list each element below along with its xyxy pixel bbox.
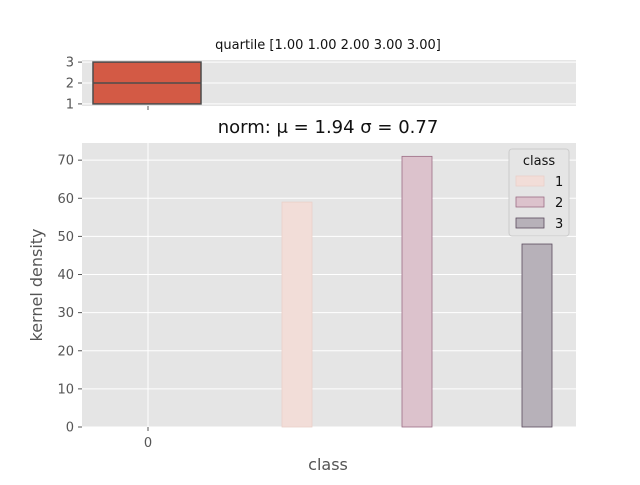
legend-frame: [508, 148, 570, 237]
box-y-tick-label: 2: [66, 77, 74, 92]
legend: class 1 2 3: [508, 148, 570, 237]
box-panel: quartile [1.00 1.00 2.00 3.00 3.00] 1 2 3: [66, 38, 576, 112]
legend-items: 1 2 3: [515, 175, 563, 232]
bar-y-tick-label: 10: [57, 382, 74, 397]
legend-label-1: 1: [555, 175, 563, 190]
bar-y-tick-label: 20: [57, 344, 74, 359]
legend-swatch-3: [515, 217, 545, 229]
bar-class-1: [281, 201, 313, 428]
bar-x-tick-label: 0: [144, 436, 152, 451]
bar-class-3: [521, 243, 553, 428]
bar-plot-area: [82, 143, 576, 427]
bar-y-tick-label: 30: [57, 306, 74, 321]
bar-y-tick-label: 70: [57, 154, 74, 169]
bar-y-tick-label: 50: [57, 230, 74, 245]
box-y-axis: 1 2 3: [66, 56, 149, 112]
legend-label-3: 3: [555, 217, 563, 232]
box-panel-title: quartile [1.00 1.00 2.00 3.00 3.00]: [215, 38, 441, 53]
legend-label-2: 2: [555, 196, 563, 211]
bar-y-tick-label: 40: [57, 268, 74, 283]
bar-class-2: [401, 155, 433, 428]
bar-panel-title: norm: μ = 1.94 σ = 0.77: [218, 117, 439, 138]
bar-marks: [281, 155, 553, 428]
box-y-tick-label: 1: [66, 97, 74, 112]
legend-title: class: [523, 154, 555, 169]
legend-swatch-2: [515, 196, 545, 208]
bar-y-tick-label: 0: [66, 421, 74, 436]
box-y-tick-label: 3: [66, 56, 74, 71]
bar-y-tick-label: 60: [57, 192, 74, 207]
y-axis-label: kernel density: [27, 228, 46, 341]
bar-y-axis: 0 10 20 30 40 50 60 70: [57, 154, 82, 436]
box-marks: [92, 61, 202, 105]
bar-gridlines: [82, 143, 576, 428]
x-axis-label: class: [308, 455, 348, 474]
legend-swatch-1: [515, 175, 545, 187]
bar-panel: norm: μ = 1.94 σ = 0.77 010203040506070 …: [27, 117, 576, 474]
bar-x-axis: 0: [144, 427, 152, 451]
